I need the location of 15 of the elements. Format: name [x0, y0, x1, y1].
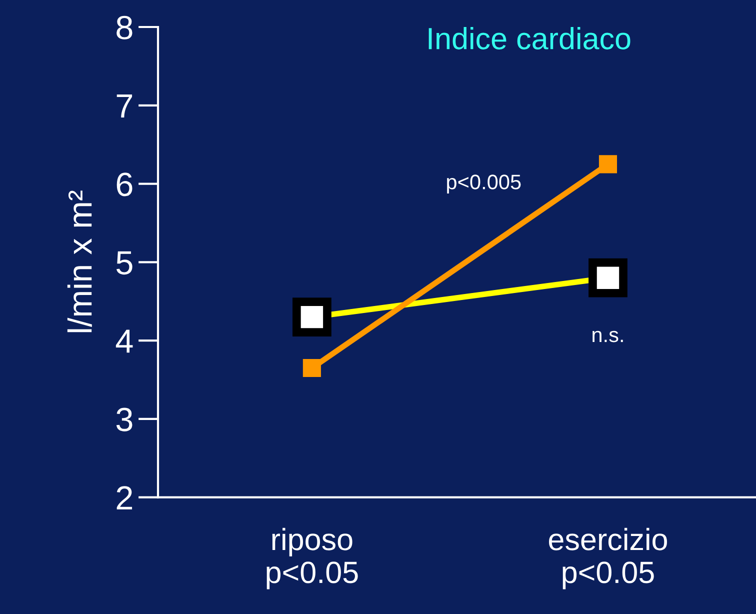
- annotation: n.s.: [592, 330, 623, 342]
- point: [598, 155, 618, 174]
- x-tick-label: riposo p<0.05: [266, 528, 358, 590]
- y-tick-label: 4: [116, 330, 133, 353]
- y-tick-label: 6: [116, 172, 132, 196]
- annotation: p<0.005: [447, 174, 521, 194]
- x-tick-label: esercizio p<0.05: [549, 528, 667, 590]
- y-tick-label: 7: [116, 94, 132, 118]
- point: [302, 358, 321, 378]
- y-axis-title: l/min x m²: [67, 190, 92, 332]
- y-tick-label: 3: [116, 408, 132, 432]
- chart-title: Indice cardiaco: [428, 27, 630, 50]
- y-tick-label: 8: [116, 16, 132, 40]
- y-tick-label: 5: [116, 251, 132, 275]
- y-tick-label: 2: [116, 486, 132, 510]
